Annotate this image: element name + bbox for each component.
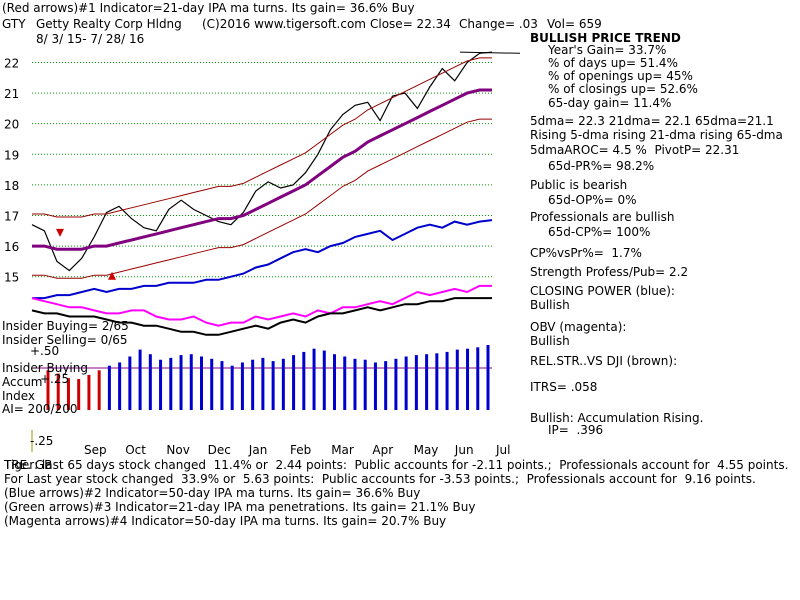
strength-ratio: Strength Profess/Pub= 2.2	[530, 265, 689, 279]
closing-power-value: Bullish	[530, 298, 570, 312]
close-value: Close= 22.34	[370, 17, 451, 31]
ip-value: IP= .396	[548, 423, 604, 437]
footer-line-1: Tiger: last 65 days stock changed 11.4% …	[4, 458, 789, 472]
footer-line-3: (Blue arrows)#2 Indicator=50-day IPA ma …	[4, 486, 421, 500]
rising-dma: Rising 5-dma rising 21-dma rising 65-dma	[530, 128, 783, 142]
cp-vs-pr: CP%vsPr%= 1.7%	[530, 246, 642, 260]
company-name: Getty Realty Corp Hldng	[36, 17, 182, 31]
op-pct: 65d-OP%= 0%	[548, 193, 637, 207]
footer-overlay: TRE. GB	[4, 458, 53, 472]
footer-line-5: (Magenta arrows)#4 Indicator=50-day IPA …	[4, 514, 447, 528]
lower-band-line	[32, 118, 492, 279]
y-tick-label: 22	[4, 56, 19, 70]
years-gain: Year's Gain= 33.7%	[548, 43, 667, 57]
date-range: 8/ 3/ 15- 7/ 28/ 16	[36, 32, 145, 46]
pct-days-up: % of days up= 51.4%	[548, 56, 678, 70]
trend-title: BULLISH PRICE TREND	[530, 31, 681, 45]
y-tick-label: 18	[4, 179, 19, 193]
y-tick-label: 16	[4, 240, 19, 254]
y-tick-label: 15	[4, 271, 19, 285]
copyright-label: (C)2016 www.tigersoft.com	[202, 17, 366, 31]
x-tick-label: Mar	[331, 443, 354, 457]
pct-openings-up: % of openings up= 45%	[548, 69, 693, 83]
cp-pct: 65d-CP%= 100%	[548, 225, 651, 239]
x-tick-label: Jun	[454, 443, 474, 457]
ia-plus25: +.25	[40, 372, 70, 386]
insider-buying: Insider Buying= 2/65	[2, 319, 129, 333]
closing-power-label: CLOSING POWER (blue):	[530, 284, 675, 298]
aroc-pivot: 5dmaAROC= 4.5 % PivotP= 22.31	[530, 143, 740, 157]
ia-label-insider-buying: Insider Buying	[2, 361, 88, 375]
ia-minus25: -.25	[30, 434, 54, 448]
arrow-up	[108, 271, 116, 280]
volume-value: Vol= 659	[547, 17, 602, 31]
obv-value: Bullish	[530, 334, 570, 348]
gain-65: 65-day gain= 11.4%	[548, 96, 672, 110]
indicator-1-line: (Red arrows)#1 Indicator=21-day IPA ma t…	[2, 1, 415, 15]
x-tick-label: Dec	[208, 443, 231, 457]
footer-line-4: (Green arrows)#3 Indicator=21-day IPA ma…	[4, 500, 476, 514]
professionals-status: Professionals are bullish	[530, 210, 675, 224]
x-tick-label: Feb	[290, 443, 311, 457]
obv-label: OBV (magenta):	[530, 320, 627, 334]
y-tick-label: 17	[4, 209, 19, 223]
series-line-price	[31, 51, 493, 272]
ticker-label: GTY	[2, 17, 26, 31]
x-tick-label: Jan	[248, 443, 267, 457]
pct-closings-up: % of closings up= 52.6%	[548, 82, 698, 96]
x-tick-label: Oct	[125, 443, 146, 457]
itrs-value: ITRS= .058	[530, 380, 598, 394]
footer-line-2: For Last year stock changed 33.9% or 5.6…	[4, 472, 756, 486]
x-tick-label: Nov	[166, 443, 189, 457]
arrow-down	[56, 228, 64, 237]
series-line-65-dma	[32, 88, 492, 251]
series-line-closing-power-blue-	[32, 219, 493, 300]
relstr-label: REL.STR..VS DJI (brown):	[530, 354, 678, 368]
dma-values: 5dma= 22.3 21dma= 22.1 65dma=21.1	[530, 114, 774, 128]
y-tick-label: 20	[4, 118, 19, 132]
pivot-line	[459, 51, 521, 54]
series-line-rel-str-vs-dji-brown-	[31, 297, 492, 336]
upper-band-line	[32, 57, 492, 218]
insider-selling: Insider Selling= 0/65	[2, 333, 128, 347]
ai-value: AI= 200/200	[2, 402, 78, 416]
y-tick-label: 19	[4, 148, 19, 162]
series-line-obv-magenta-	[31, 284, 492, 327]
accum-status: Bullish: Accumulation Rising.	[530, 411, 704, 425]
public-status: Public is bearish	[530, 178, 628, 192]
y-tick-label: 21	[4, 87, 19, 101]
ia-label-index: Index	[2, 389, 36, 403]
change-value: Change= .03	[459, 17, 538, 31]
x-tick-label: May	[414, 443, 439, 457]
x-tick-label: Jul	[495, 443, 510, 457]
ia-label-accum: Accum	[2, 375, 43, 389]
x-tick-label: Sep	[84, 443, 107, 457]
pr-pct: 65d-PR%= 98.2%	[548, 159, 655, 173]
ia-plus50: +.50	[30, 344, 60, 358]
x-tick-label: Apr	[372, 443, 393, 457]
